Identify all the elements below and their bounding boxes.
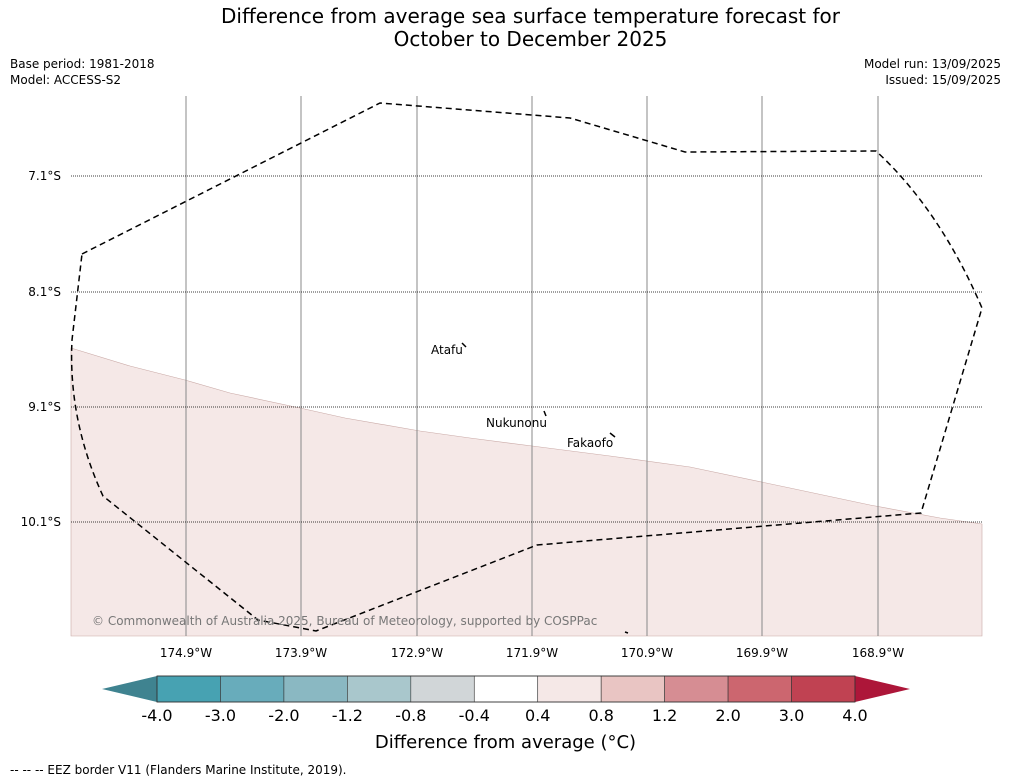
fakaofo-island	[609, 432, 616, 438]
colorbar-cell	[537, 675, 602, 703]
atafu-island	[461, 342, 467, 348]
colorbar-tick-label: 0.4	[524, 706, 551, 725]
eez-border	[70, 102, 983, 632]
lon-label-168-9: 168.9°W	[851, 646, 905, 660]
lon-label-174-9: 174.9°W	[159, 646, 213, 660]
lon-label-173-9: 173.9°W	[274, 646, 328, 660]
place-label-nukunonu: Nukunonu	[486, 416, 547, 430]
eez-source-note: -- -- -- EEZ border V11 (Flanders Marine…	[10, 763, 347, 777]
copyright-notice: © Commonwealth of Australia 2025, Bureau…	[92, 614, 598, 628]
colorbar-extend-high	[855, 676, 910, 702]
colorbar-cell	[600, 675, 665, 703]
model-text: Model: ACCESS-S2	[10, 73, 122, 87]
colorbar-cell	[156, 675, 221, 703]
lon-label-171-9: 171.9°W	[505, 646, 559, 660]
longitude-gridlines	[185, 96, 879, 636]
lon-label-170-9: 170.9°W	[620, 646, 674, 660]
colorbar-cell	[220, 675, 285, 703]
lat-label-9-1: 9.1°S	[28, 400, 61, 414]
anomaly-region-0.4-0.8	[70, 347, 983, 637]
place-label-fakaofo: Fakaofo	[567, 436, 614, 450]
colorbar-title: Difference from average (°C)	[374, 732, 637, 753]
colorbar-tick-label: 4.0	[842, 706, 868, 725]
title-line-2: October to December 2025	[393, 27, 668, 51]
colorbar-cell	[727, 675, 792, 703]
islet-mark	[624, 631, 629, 634]
meta-right: Model run: 13/09/2025 Issued: 15/09/2025	[864, 56, 1001, 88]
model-run-text: Model run: 13/09/2025	[863, 57, 1001, 71]
colorbar-tick-label: 3.0	[778, 706, 805, 725]
colorbar-cell	[664, 675, 729, 703]
colorbar-cell	[283, 675, 348, 703]
lat-label-10-1: 10.1°S	[20, 515, 61, 529]
colorbar-cell	[347, 675, 412, 703]
lat-label-7-1: 7.1°S	[28, 169, 61, 183]
nukunonu-island	[543, 410, 547, 417]
chart-title: Difference from average sea surface temp…	[0, 5, 1011, 51]
colorbar-outline	[156, 675, 856, 703]
colorbar-cell	[473, 675, 539, 703]
colorbar-cell	[791, 675, 856, 703]
colorbar-tick-label: -0.4	[458, 706, 490, 725]
colorbar-tick-label: -2.0	[268, 706, 300, 725]
colorbar	[102, 675, 910, 703]
colorbar-tick-label: -1.2	[331, 706, 363, 725]
lon-label-169-9: 169.9°W	[735, 646, 789, 660]
lon-label-172-9: 172.9°W	[390, 646, 444, 660]
issued-text: Issued: 15/09/2025	[885, 73, 1001, 87]
colorbar-cell	[410, 675, 475, 703]
colorbar-extend-low	[102, 676, 157, 702]
lat-label-8-1: 8.1°S	[28, 285, 61, 299]
colorbar-tick-label: 2.0	[715, 706, 741, 725]
colorbar-tick-label: -0.8	[395, 706, 427, 725]
colorbar-tick-label: 0.8	[588, 706, 614, 725]
title-line-1: Difference from average sea surface temp…	[220, 4, 840, 28]
colorbar-tick-label: 1.2	[651, 706, 678, 725]
meta-left: Base period: 1981-2018 Model: ACCESS-S2	[10, 56, 155, 88]
colorbar-tick-label: -3.0	[204, 706, 237, 725]
place-label-atafu: Atafu	[431, 343, 463, 357]
base-period-text: Base period: 1981-2018	[10, 57, 155, 71]
colorbar-tick-label: -4.0	[141, 706, 173, 725]
